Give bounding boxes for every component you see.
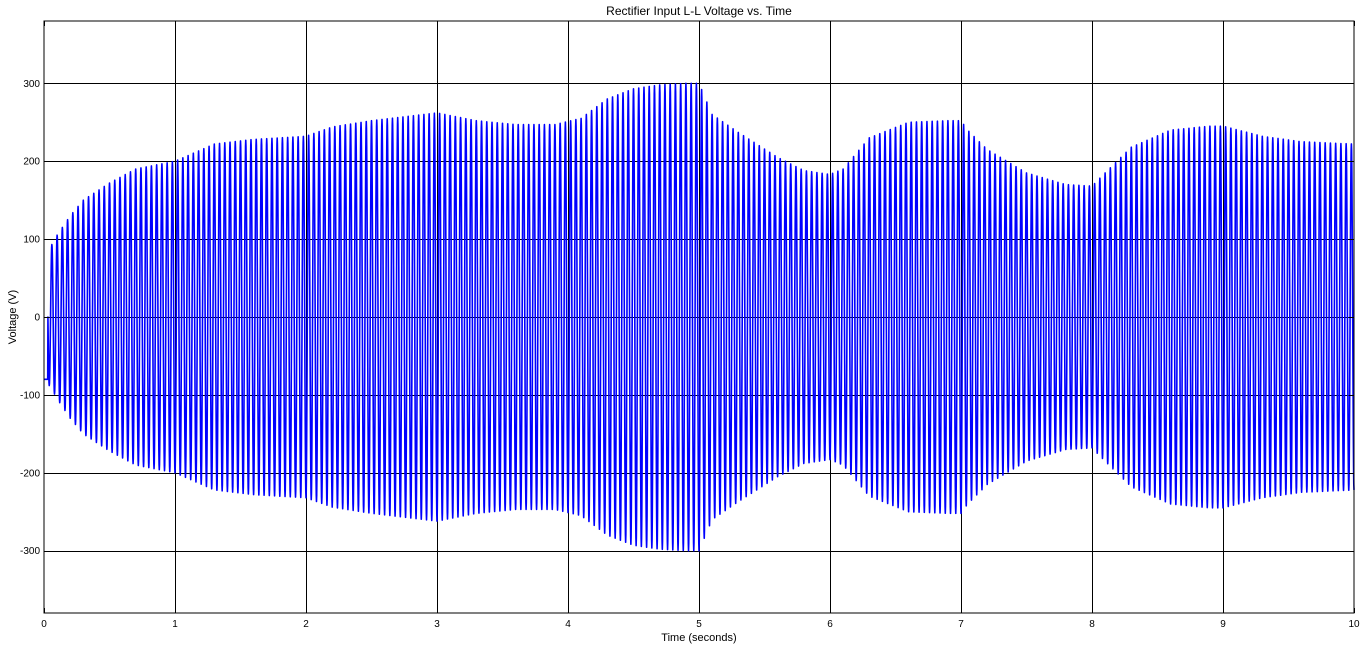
y-tick-label: -300: [20, 546, 40, 557]
x-tick-label: 4: [565, 619, 571, 630]
x-tick-label: 6: [827, 619, 833, 630]
signal-trace: [43, 82, 1355, 552]
y-tick-label: 300: [23, 79, 40, 90]
y-axis-label: Voltage (V): [7, 290, 19, 344]
x-axis-label: Time (seconds): [661, 632, 736, 644]
x-tick-label: 10: [1348, 619, 1360, 630]
x-tick-label: 2: [303, 619, 309, 630]
y-tick-label: -100: [20, 390, 40, 401]
y-tick-label: 100: [23, 235, 40, 246]
y-tick-label: 200: [23, 157, 40, 168]
y-tick-label: -200: [20, 468, 40, 479]
x-tick-label: 3: [434, 619, 440, 630]
x-tick-label: 0: [41, 619, 47, 630]
voltage-series-line: [43, 82, 1355, 552]
x-tick-label: 9: [1220, 619, 1226, 630]
x-tick-label: 8: [1089, 619, 1095, 630]
chart-title: Rectifier Input L-L Voltage vs. Time: [606, 4, 792, 18]
y-tick-label: 0: [34, 313, 40, 324]
x-tick-label: 7: [958, 619, 964, 630]
axis-ticks: 0 1 2 3 4 5 6 7 8 9 10 -300 -200 -100 0 100 200 300: [20, 21, 1360, 630]
x-tick-label: 5: [696, 619, 702, 630]
x-tick-label: 1: [172, 619, 178, 630]
